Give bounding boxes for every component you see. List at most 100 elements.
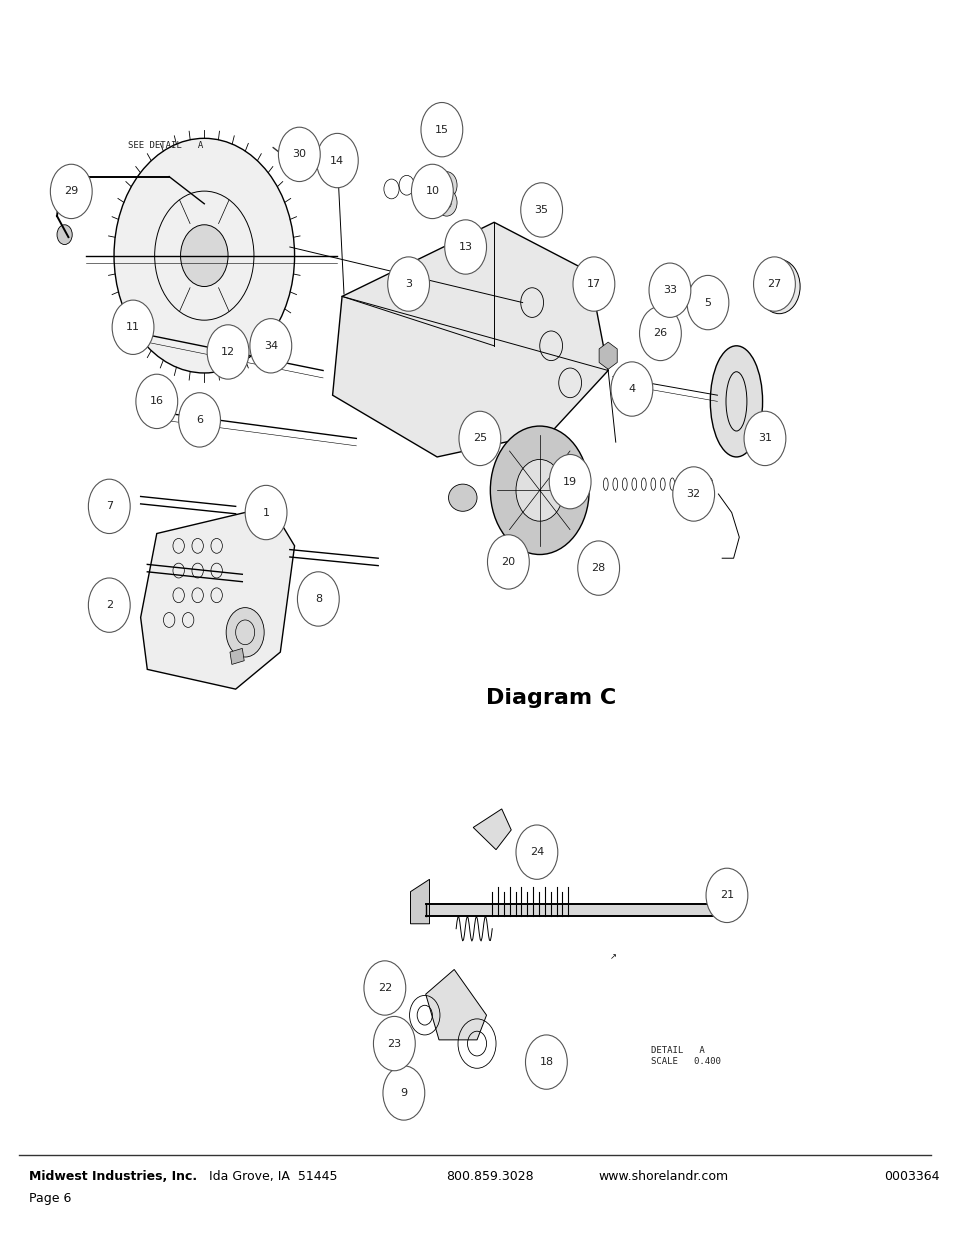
Circle shape (743, 411, 785, 466)
Polygon shape (473, 809, 511, 850)
Circle shape (441, 179, 451, 191)
Text: 12: 12 (221, 347, 234, 357)
Text: 33: 33 (662, 285, 677, 295)
Circle shape (516, 459, 563, 521)
Circle shape (458, 411, 500, 466)
Text: 31: 31 (758, 433, 771, 443)
Text: 0003364: 0003364 (882, 1170, 939, 1183)
Text: Midwest Industries, Inc.: Midwest Industries, Inc. (29, 1170, 196, 1183)
Circle shape (57, 225, 72, 245)
Text: 4: 4 (628, 384, 635, 394)
Circle shape (316, 133, 358, 188)
Text: 26: 26 (653, 329, 667, 338)
Text: 7: 7 (106, 501, 112, 511)
Circle shape (373, 1016, 415, 1071)
Circle shape (444, 220, 486, 274)
Polygon shape (425, 969, 486, 1040)
Text: 32: 32 (686, 489, 700, 499)
Circle shape (578, 541, 618, 595)
Circle shape (490, 426, 589, 555)
Circle shape (436, 172, 456, 199)
Circle shape (758, 259, 800, 314)
Text: 20: 20 (500, 557, 515, 567)
Circle shape (180, 225, 228, 287)
Ellipse shape (710, 346, 761, 457)
Text: 9: 9 (400, 1088, 407, 1098)
Polygon shape (562, 459, 580, 487)
Text: 28: 28 (591, 563, 605, 573)
Text: 8: 8 (314, 594, 321, 604)
Text: www.shorelandr.com: www.shorelandr.com (598, 1170, 728, 1183)
Text: 10: 10 (425, 186, 439, 196)
Circle shape (672, 467, 714, 521)
Circle shape (441, 196, 451, 209)
Polygon shape (425, 904, 739, 916)
Text: Ida Grove, IA  51445: Ida Grove, IA 51445 (209, 1170, 337, 1183)
Polygon shape (333, 222, 607, 457)
Text: 30: 30 (292, 149, 306, 159)
Circle shape (89, 479, 130, 534)
Circle shape (520, 183, 562, 237)
Circle shape (135, 374, 177, 429)
Text: Diagram C: Diagram C (485, 688, 616, 708)
Text: 5: 5 (703, 298, 711, 308)
Circle shape (178, 393, 220, 447)
Text: 23: 23 (387, 1039, 401, 1049)
Circle shape (573, 257, 614, 311)
Circle shape (516, 825, 558, 879)
Circle shape (114, 138, 294, 373)
Text: Page 6: Page 6 (29, 1192, 71, 1205)
Text: 35: 35 (534, 205, 548, 215)
Text: $\nearrow$: $\nearrow$ (607, 952, 617, 962)
Polygon shape (140, 506, 294, 689)
Text: 1: 1 (262, 508, 270, 517)
Ellipse shape (448, 484, 476, 511)
Text: SEE DETAIL   A: SEE DETAIL A (128, 141, 203, 151)
Circle shape (420, 103, 462, 157)
Text: DETAIL   A
SCALE   0.400: DETAIL A SCALE 0.400 (650, 1046, 720, 1066)
Text: 25: 25 (473, 433, 486, 443)
Circle shape (387, 257, 429, 311)
Circle shape (487, 535, 529, 589)
Polygon shape (254, 494, 277, 521)
Polygon shape (230, 648, 244, 664)
Circle shape (89, 578, 130, 632)
Circle shape (278, 127, 320, 182)
Text: 18: 18 (538, 1057, 553, 1067)
Text: 14: 14 (330, 156, 344, 165)
Circle shape (363, 961, 405, 1015)
Polygon shape (410, 879, 429, 924)
Circle shape (648, 263, 690, 317)
Text: 16: 16 (150, 396, 164, 406)
Text: 34: 34 (263, 341, 277, 351)
Text: 2: 2 (106, 600, 112, 610)
Circle shape (639, 306, 680, 361)
Circle shape (250, 319, 292, 373)
Text: 15: 15 (435, 125, 449, 135)
Polygon shape (598, 342, 617, 369)
Text: 24: 24 (529, 847, 543, 857)
Text: 6: 6 (196, 415, 203, 425)
Circle shape (51, 164, 92, 219)
Circle shape (411, 164, 453, 219)
Circle shape (436, 189, 456, 216)
Text: 13: 13 (458, 242, 472, 252)
Circle shape (382, 1066, 424, 1120)
Circle shape (297, 572, 339, 626)
Circle shape (112, 300, 153, 354)
Text: 11: 11 (126, 322, 140, 332)
Circle shape (525, 1035, 567, 1089)
Circle shape (686, 275, 728, 330)
Text: 3: 3 (405, 279, 412, 289)
Text: 29: 29 (64, 186, 78, 196)
Circle shape (753, 257, 795, 311)
Circle shape (610, 362, 652, 416)
Circle shape (705, 868, 747, 923)
Circle shape (207, 325, 249, 379)
Text: 22: 22 (377, 983, 392, 993)
Text: 21: 21 (720, 890, 733, 900)
Text: 27: 27 (766, 279, 781, 289)
Circle shape (549, 454, 591, 509)
Text: 17: 17 (586, 279, 600, 289)
Circle shape (245, 485, 287, 540)
